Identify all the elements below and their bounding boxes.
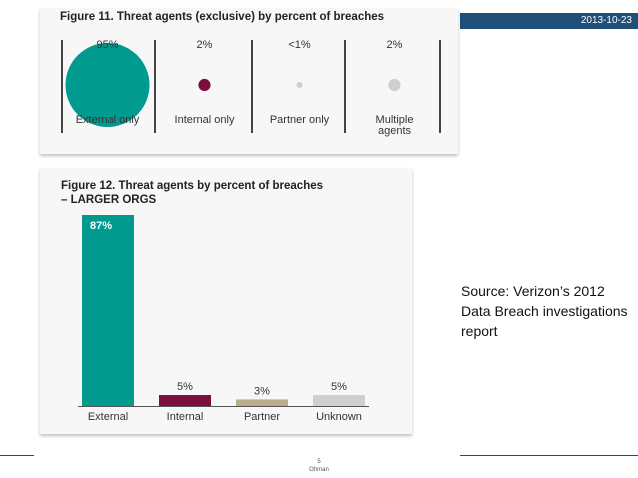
value-label-2: <1% — [288, 39, 311, 51]
category-label-0: External only — [76, 114, 140, 126]
footer-line-right — [460, 455, 638, 456]
category-label-3-line2: agents — [378, 125, 412, 137]
x-tick-label-1: Internal — [167, 411, 204, 423]
bubble-2 — [296, 81, 303, 89]
figure-11-title: Figure 11. Threat agents (exclusive) by … — [60, 11, 385, 23]
bar-label-0: 87% — [90, 220, 112, 232]
page-number: 5 — [317, 459, 321, 465]
bar-partner — [236, 399, 288, 406]
figure-11-chart: 95% External only 2% Internal only <1% Partne… — [61, 39, 441, 137]
value-label-0: 95% — [96, 39, 118, 51]
figure-12-panel: Figure 12. Threat agents by percent of b… — [40, 168, 412, 434]
bar-label-3: 5% — [331, 381, 347, 393]
date-label: 2013-10-23 — [580, 15, 632, 26]
category-label-2: Partner only — [270, 114, 330, 126]
bar-label-1: 5% — [177, 381, 193, 393]
bar-label-2: 3% — [254, 385, 270, 397]
figure-12-title: Figure 12. Threat agents by percent of b… — [61, 180, 324, 192]
x-tick-label-0: External — [88, 411, 128, 423]
category-label-3: Multiple — [376, 114, 414, 126]
figure-11-panel: Figure 11. Threat agents (exclusive) by … — [40, 8, 458, 154]
bar-external — [82, 215, 134, 406]
bubble-0 — [65, 43, 150, 127]
x-tick-label-2: Partner — [244, 411, 280, 423]
bar-internal — [159, 395, 211, 406]
x-tick-label-3: Unknown — [316, 411, 362, 423]
value-label-3: 2% — [387, 39, 403, 51]
source-note: Source: Verizon’s 2012 Data Breach inves… — [461, 283, 628, 339]
figure-12-subtitle: – LARGER ORGS — [61, 194, 157, 206]
bubble-1 — [198, 78, 211, 92]
figure-12-chart: 87% External 5% Internal 3% Partner 5% Unknown — [78, 215, 369, 423]
bar-unknown — [313, 395, 365, 406]
bubble-3 — [388, 78, 401, 92]
category-label-1: Internal only — [175, 114, 235, 126]
footer-line-left — [0, 455, 34, 456]
value-label-1: 2% — [197, 39, 213, 51]
footer-author: Ohman — [309, 467, 329, 473]
date-header-bar: 2013-10-23 — [460, 13, 638, 29]
